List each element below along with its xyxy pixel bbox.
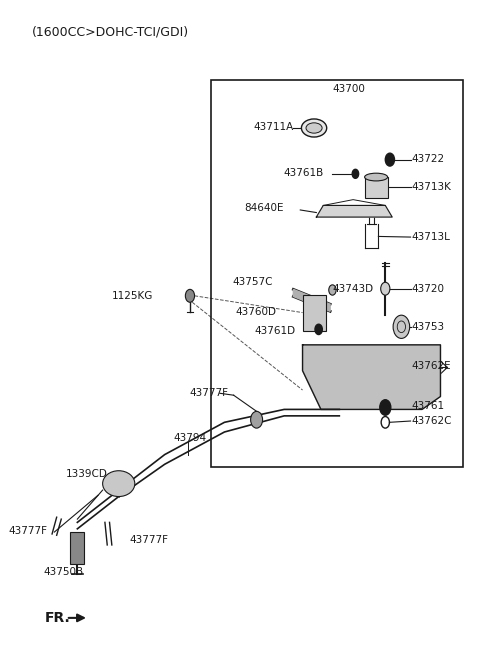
Circle shape (352, 169, 359, 178)
Text: FR.: FR. (45, 611, 71, 625)
Ellipse shape (103, 471, 135, 497)
Text: 43761: 43761 (411, 401, 444, 411)
Text: 43761B: 43761B (283, 168, 323, 178)
Bar (71, 532, 84, 564)
Text: 43713L: 43713L (411, 232, 450, 242)
Circle shape (381, 283, 390, 295)
Bar (365, 177, 387, 198)
Ellipse shape (306, 123, 322, 133)
Circle shape (380, 400, 391, 415)
Text: 43777F: 43777F (129, 535, 168, 546)
Text: 84640E: 84640E (244, 203, 283, 213)
Text: 43761D: 43761D (254, 326, 295, 337)
Circle shape (393, 315, 409, 339)
Polygon shape (302, 345, 441, 409)
Text: 43720: 43720 (411, 284, 444, 294)
Text: 43713K: 43713K (411, 182, 451, 192)
Text: 43777F: 43777F (189, 388, 228, 398)
Circle shape (385, 153, 395, 166)
Text: 43777F: 43777F (9, 526, 48, 536)
Text: 43757C: 43757C (233, 277, 273, 287)
Text: (1600CC>DOHC-TCI/GDI): (1600CC>DOHC-TCI/GDI) (31, 25, 189, 38)
Circle shape (315, 324, 323, 335)
Bar (211, 80, 463, 467)
Bar (302, 295, 325, 331)
Ellipse shape (301, 119, 327, 137)
Text: 43743D: 43743D (333, 284, 373, 294)
Text: 43722: 43722 (411, 154, 444, 164)
Text: 1125KG: 1125KG (112, 291, 153, 301)
Text: 43711A: 43711A (253, 122, 294, 132)
Text: 1339CD: 1339CD (65, 469, 107, 479)
Circle shape (329, 285, 336, 295)
Ellipse shape (365, 173, 387, 181)
Circle shape (251, 411, 263, 428)
Polygon shape (316, 206, 392, 217)
Text: 43753: 43753 (411, 322, 444, 332)
Text: 43750B: 43750B (44, 567, 84, 577)
Text: 43700: 43700 (332, 84, 365, 94)
Circle shape (185, 289, 194, 302)
Text: 43794: 43794 (174, 434, 207, 443)
Text: 43762C: 43762C (411, 416, 452, 426)
Polygon shape (293, 289, 330, 311)
Text: 43760D: 43760D (236, 307, 277, 317)
Text: 43762E: 43762E (411, 361, 451, 371)
